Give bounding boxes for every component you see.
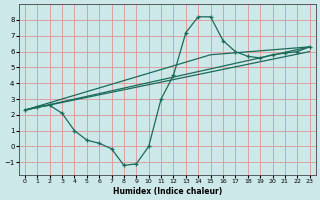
X-axis label: Humidex (Indice chaleur): Humidex (Indice chaleur) bbox=[113, 187, 222, 196]
